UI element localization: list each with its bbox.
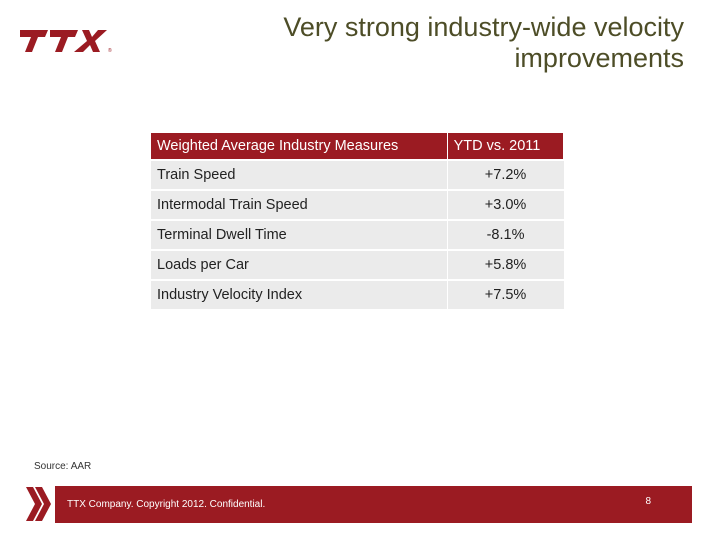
measure-cell: Loads per Car — [150, 249, 448, 280]
value-cell: +7.5% — [446, 279, 564, 309]
table-row: Intermodal Train Speed +3.0% — [150, 189, 564, 220]
measure-cell: Industry Velocity Index — [150, 279, 448, 309]
value-cell: +5.8% — [446, 249, 564, 280]
page-title: Very strong industry-wide velocity impro… — [283, 12, 684, 73]
footer-bar: TTX Company. Copyright 2012. Confidentia… — [55, 486, 692, 523]
value-cell: +3.0% — [446, 189, 564, 220]
table-row: Industry Velocity Index +7.5% — [150, 279, 564, 309]
table-header-row: Weighted Average Industry Measures YTD v… — [150, 132, 565, 161]
ytd-column-header: YTD vs. 2011 — [446, 132, 565, 161]
source-note: Source: AAR — [34, 461, 92, 472]
measure-cell: Terminal Dwell Time — [150, 219, 448, 250]
table-row: Train Speed +7.2% — [150, 159, 564, 190]
measure-cell: Intermodal Train Speed — [150, 189, 448, 220]
velocity-measures-table: Weighted Average Industry Measures YTD v… — [150, 132, 565, 309]
measure-column-header: Weighted Average Industry Measures — [150, 132, 448, 161]
table-row: Terminal Dwell Time -8.1% — [150, 219, 564, 250]
ttx-logo: ® — [20, 30, 112, 54]
footer-copyright: TTX Company. Copyright 2012. Confidentia… — [67, 499, 266, 510]
measure-cell: Train Speed — [150, 159, 448, 190]
double-chevron-icon — [26, 487, 51, 521]
svg-text:®: ® — [108, 47, 112, 54]
table-row: Loads per Car +5.8% — [150, 249, 564, 280]
value-cell: +7.2% — [446, 159, 564, 190]
page-number: 8 — [645, 496, 651, 507]
value-cell: -8.1% — [446, 219, 564, 250]
